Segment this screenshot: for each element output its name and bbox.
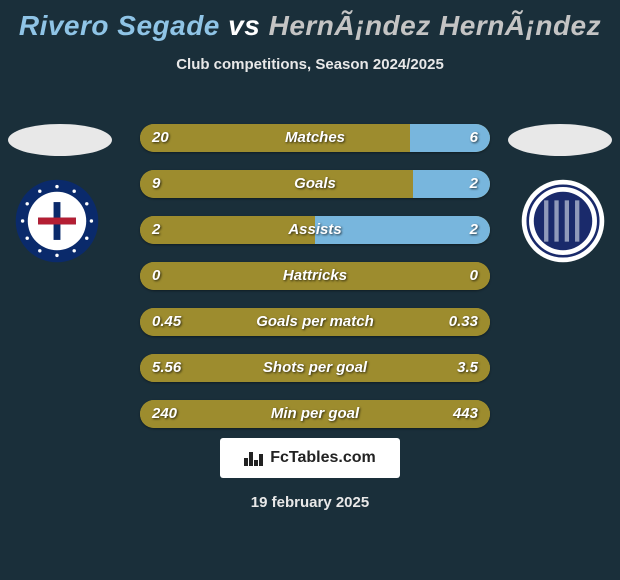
stat-label: Min per goal (140, 400, 490, 428)
stat-label: Hattricks (140, 262, 490, 290)
subtitle: Club competitions, Season 2024/2025 (0, 56, 620, 73)
stat-row: 5.563.5Shots per goal (140, 354, 490, 382)
comparison-stage: Rivero Segade vs HernÃ¡ndez HernÃ¡ndez C… (0, 0, 620, 580)
title-player1: Rivero Segade (19, 10, 220, 41)
page-title: Rivero Segade vs HernÃ¡ndez HernÃ¡ndez (0, 0, 620, 42)
player-left-placeholder (8, 124, 112, 156)
title-vs: vs (228, 10, 260, 41)
player-right-placeholder (508, 124, 612, 156)
stat-label: Matches (140, 124, 490, 152)
stat-row: 00Hattricks (140, 262, 490, 290)
date-label: 19 february 2025 (0, 494, 620, 511)
stat-label: Shots per goal (140, 354, 490, 382)
stat-row: 92Goals (140, 170, 490, 198)
club-logo-right (520, 178, 606, 264)
brand-chart-icon (244, 450, 264, 466)
stat-row: 0.450.33Goals per match (140, 308, 490, 336)
stats-bars: 206Matches 92Goals 22Assists 00Hattricks 0.4… (140, 124, 490, 446)
title-player2: HernÃ¡ndez HernÃ¡ndez (269, 10, 602, 41)
stat-label: Assists (140, 216, 490, 244)
brand-label: FcTables.com (270, 449, 376, 467)
stat-label: Goals per match (140, 308, 490, 336)
club-logo-left (14, 178, 100, 264)
brand-badge: FcTables.com (220, 438, 400, 478)
stat-row: 206Matches (140, 124, 490, 152)
stat-label: Goals (140, 170, 490, 198)
stat-row: 240443Min per goal (140, 400, 490, 428)
stat-row: 22Assists (140, 216, 490, 244)
